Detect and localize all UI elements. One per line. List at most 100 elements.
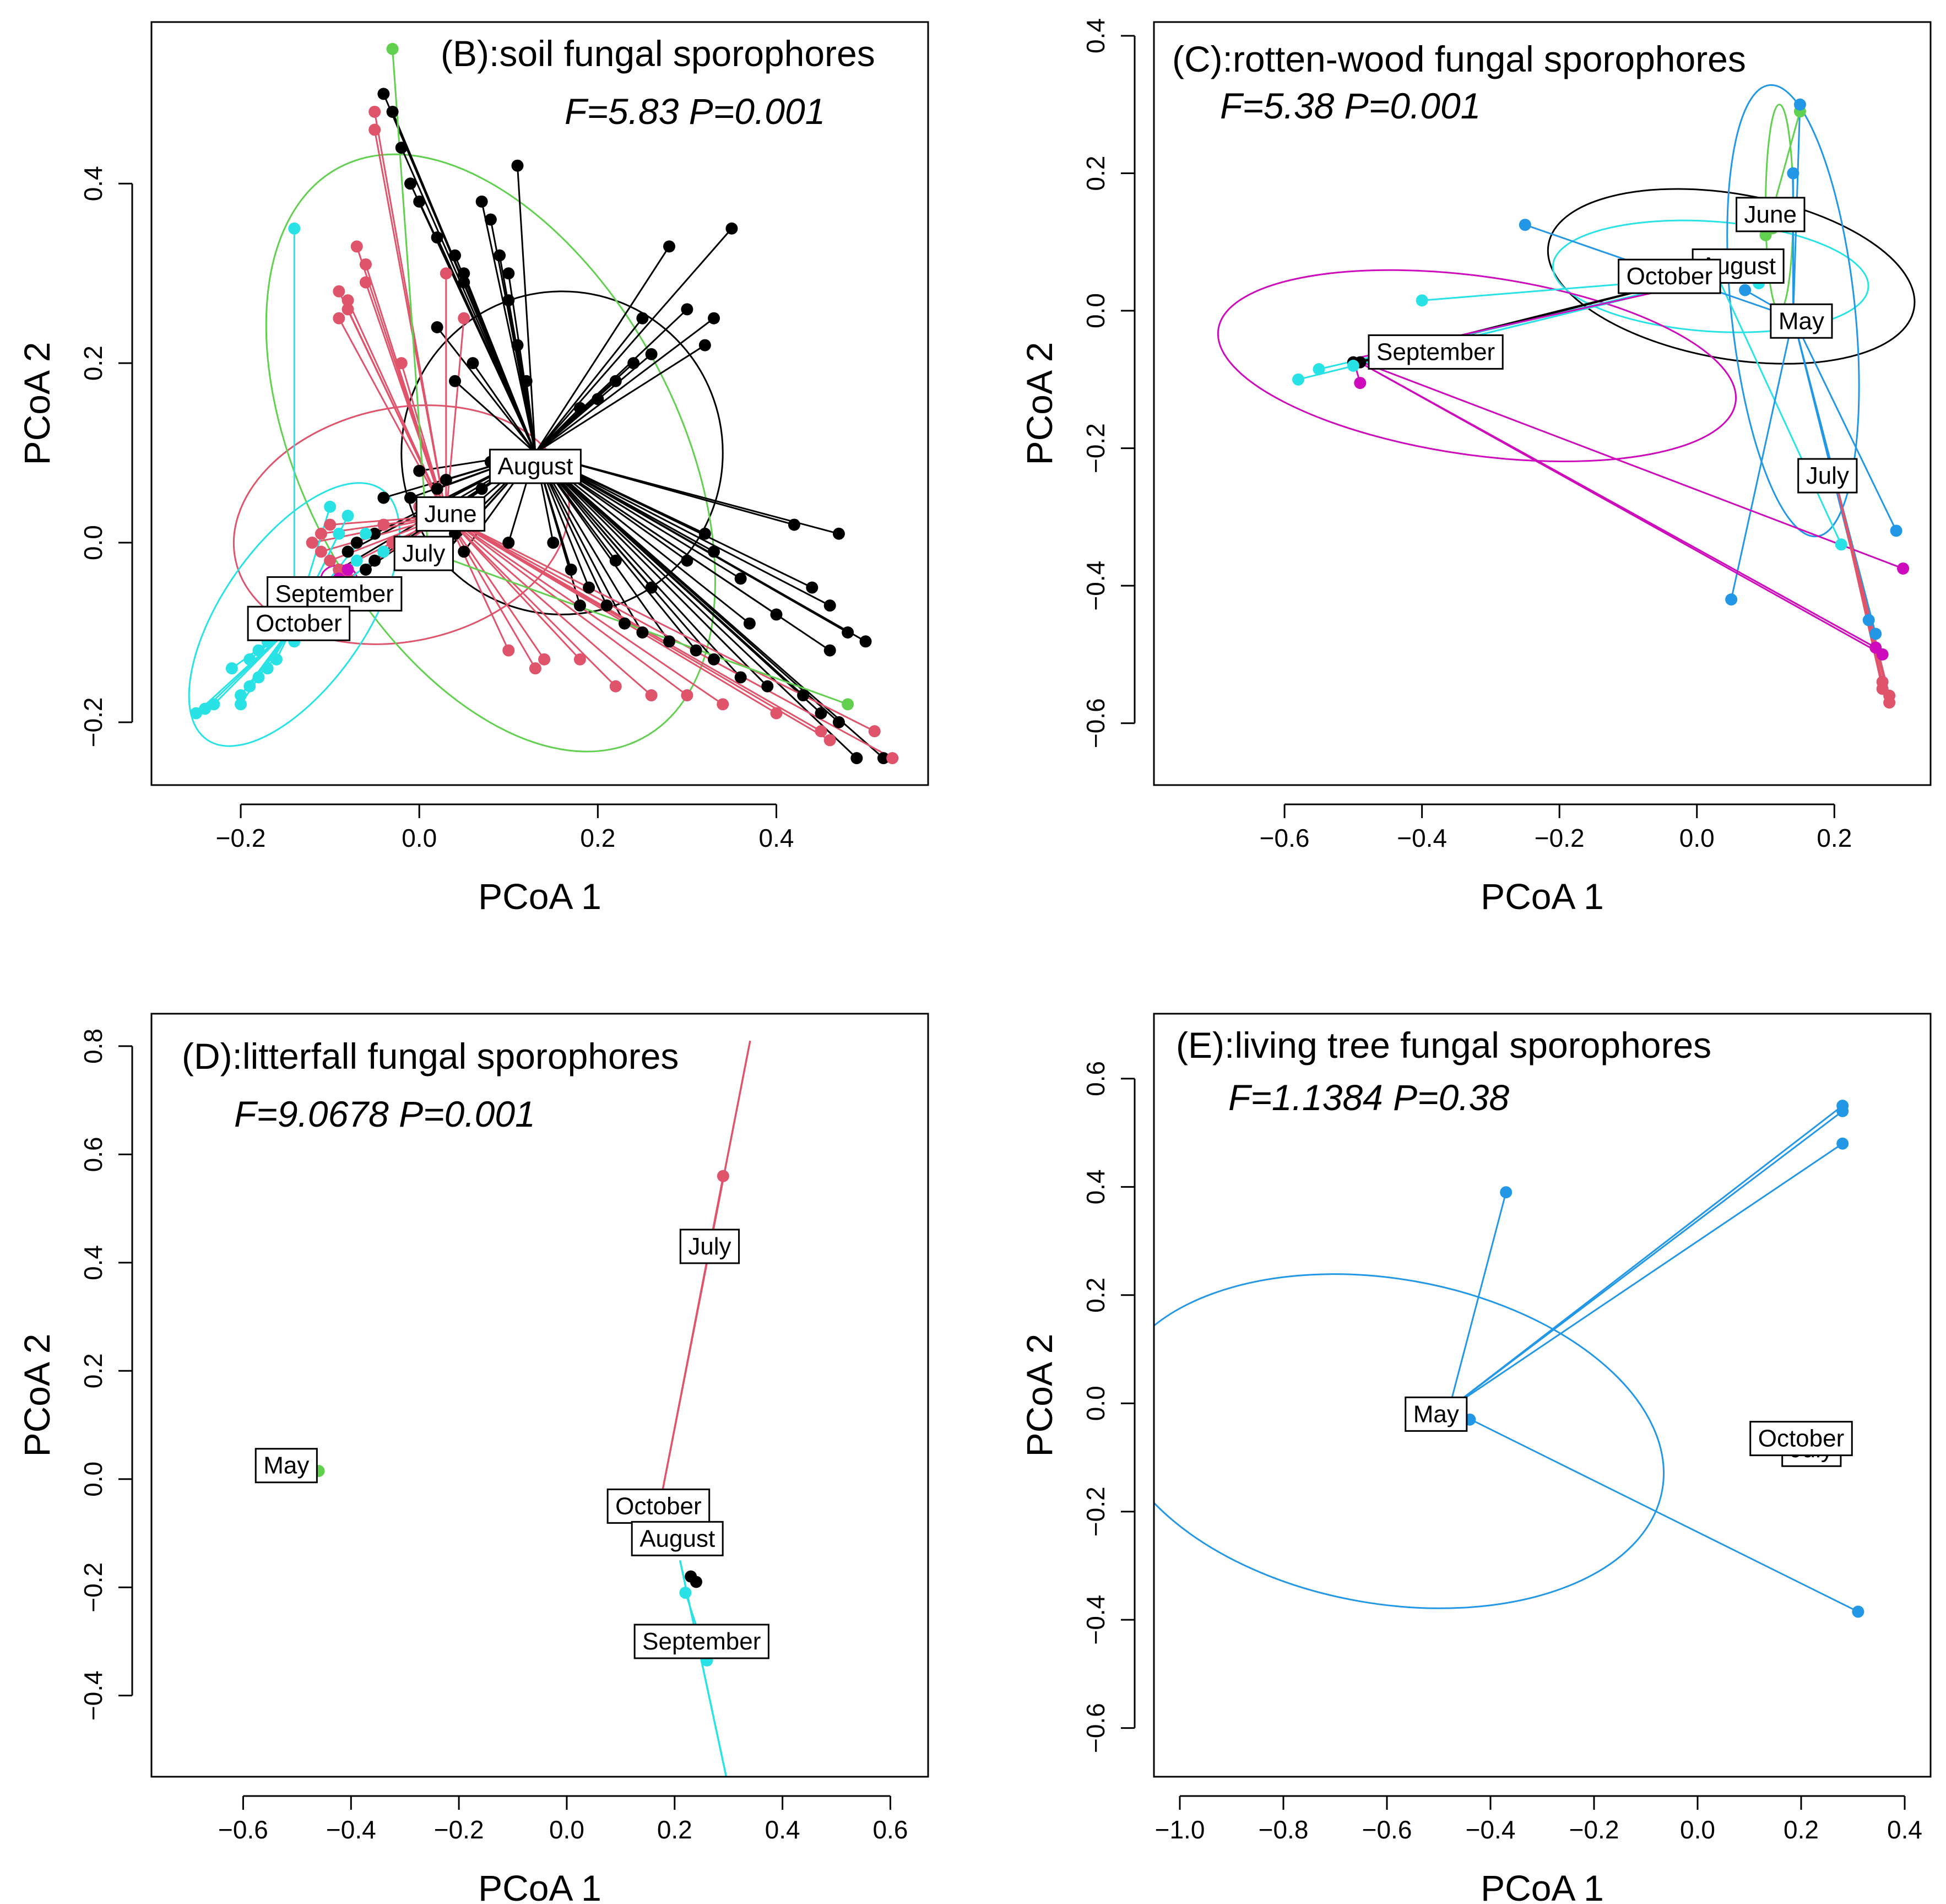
point-august [449, 249, 462, 262]
point-june [395, 357, 408, 370]
point-august [520, 375, 533, 387]
point-june [342, 303, 354, 316]
spider-line-june [365, 282, 447, 516]
x-tick-label: −0.4 [1466, 1815, 1516, 1844]
x-tick-label: 0.0 [402, 824, 437, 852]
point-august [645, 348, 658, 360]
point-june [306, 537, 318, 549]
point-august [609, 554, 622, 567]
y-tick-label: 0.4 [1081, 1169, 1110, 1204]
point-october [190, 707, 203, 720]
point-august [609, 375, 622, 387]
y-tick-label: −0.4 [79, 1670, 107, 1721]
spider-line-june [365, 264, 447, 516]
spider-line-august [472, 363, 536, 453]
point-june [573, 653, 586, 666]
point-june [458, 312, 470, 324]
chart-title: (B):soil fungal sporophores [441, 33, 875, 74]
point-august [690, 1576, 702, 1588]
point-july [1883, 696, 1896, 709]
group-label-text: October [256, 610, 342, 637]
point-june [717, 698, 729, 711]
x-tick-label: 0.0 [1679, 824, 1715, 852]
spider-line-june [445, 515, 724, 705]
x-tick-label: 0.0 [549, 1815, 584, 1844]
group-label-text: May [263, 1452, 309, 1479]
point-october [199, 702, 212, 715]
chart-stats: F=5.83 P=0.001 [565, 91, 825, 132]
point-august [663, 240, 675, 253]
point-may [1519, 219, 1531, 231]
point-june [609, 680, 622, 693]
point-august [458, 545, 470, 558]
point-june [440, 267, 452, 280]
point-august [431, 321, 443, 333]
point-august [511, 339, 524, 351]
x-tick-label: −0.6 [1260, 824, 1310, 852]
y-tick-label: 0.0 [79, 1462, 107, 1497]
spider-line-august [534, 398, 599, 454]
panel-c-plot-area [1217, 84, 1916, 709]
panel-e-plot-area [1154, 1099, 1864, 1618]
y-tick-label: −0.4 [1081, 1595, 1110, 1645]
point-june [529, 662, 541, 675]
group-label-july: July [679, 1229, 740, 1264]
spider-line-july [657, 1176, 724, 1512]
group-label-text: June [1744, 201, 1797, 228]
point-august [475, 195, 488, 208]
spider-line-may [1448, 1110, 1844, 1410]
group-label-text: June [424, 500, 476, 527]
group-label-text: May [1413, 1400, 1459, 1427]
x-tick-label: 0.4 [1887, 1815, 1922, 1844]
point-june [350, 240, 363, 253]
chart-stats: F=5.38 P=0.001 [1220, 85, 1481, 126]
group-label-july: July [1797, 458, 1858, 494]
point-august [690, 644, 702, 657]
y-axis-label: PCoA 2 [1019, 342, 1060, 466]
x-tick-label: −0.8 [1259, 1815, 1309, 1844]
point-august [583, 581, 595, 594]
chart-title: (E):living tree fungal sporophores [1176, 1025, 1711, 1065]
spider-line-august [481, 201, 536, 453]
point-september [679, 1587, 692, 1599]
point-july [1876, 675, 1889, 688]
y-tick-label: 0.4 [1081, 18, 1110, 53]
point-may [1836, 1137, 1849, 1150]
y-axis-label: PCoA 2 [17, 342, 57, 466]
spider-line-august [534, 452, 768, 687]
spider-line-august [454, 380, 536, 454]
point-august [547, 537, 560, 549]
group-label-august: August [489, 448, 582, 484]
spider-line-august [534, 246, 670, 453]
point-august [342, 545, 354, 558]
spider-line-august [534, 317, 643, 454]
point-july [842, 698, 854, 711]
group-label-september: September [1368, 334, 1504, 370]
chart-stats: F=9.0678 P=0.001 [234, 1094, 535, 1134]
y-tick-label: −0.4 [1081, 561, 1110, 611]
point-august [458, 276, 470, 289]
point-august [440, 474, 452, 486]
point-september [342, 563, 354, 576]
point-august [368, 554, 381, 567]
point-august [842, 626, 854, 639]
point-june [368, 105, 381, 118]
point-october [324, 500, 337, 513]
spider-line-september [1353, 358, 1883, 656]
group-label-text: September [642, 1628, 761, 1655]
ellipse-may [1154, 1273, 1665, 1609]
point-june [333, 563, 345, 576]
point-august [511, 159, 524, 172]
panel-d-frame [150, 1013, 929, 1778]
x-axis-label: PCoA 1 [478, 1868, 601, 1904]
point-may [1793, 98, 1806, 111]
x-axis-label: PCoA 1 [1481, 876, 1604, 917]
x-tick-label: −0.4 [326, 1815, 376, 1844]
x-tick-label: −0.2 [1535, 824, 1585, 852]
y-tick-label: −0.2 [79, 1562, 107, 1613]
panel-e-frame [1153, 1013, 1932, 1778]
x-tick-label: 0.4 [759, 824, 794, 852]
point-august [708, 545, 720, 558]
point-august [761, 680, 774, 693]
